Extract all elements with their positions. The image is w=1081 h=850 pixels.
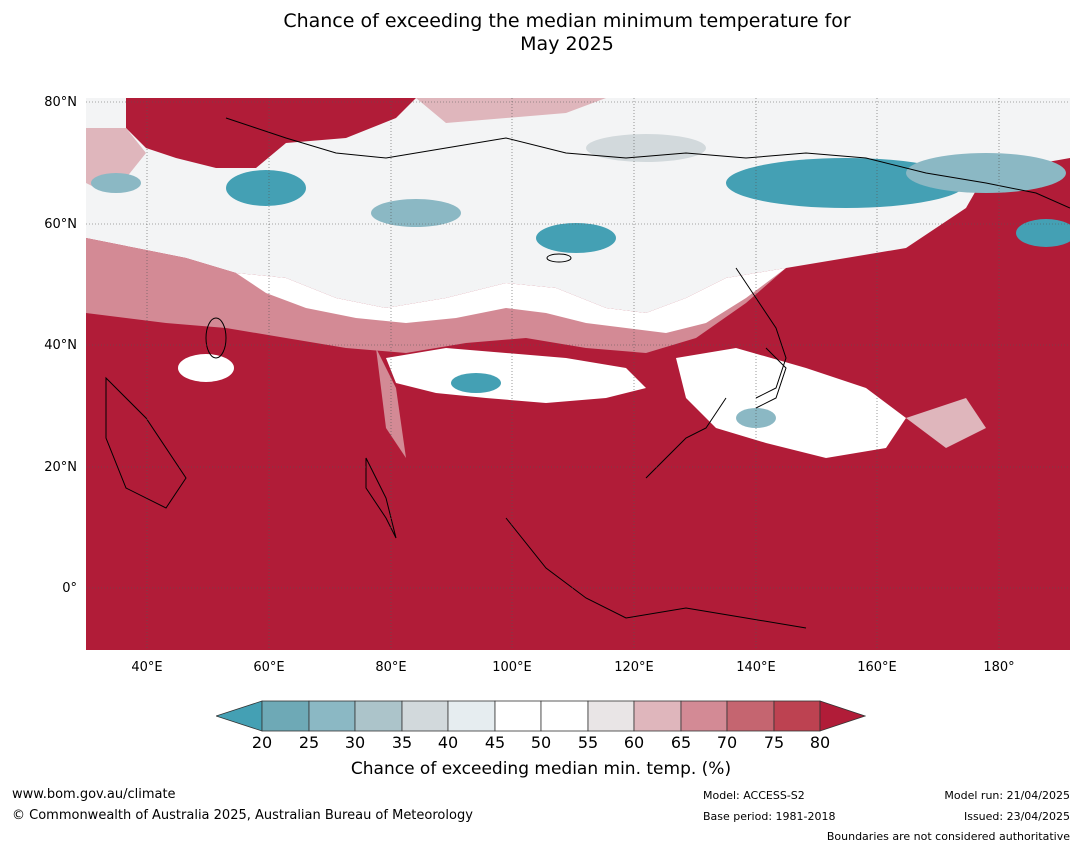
- colorbar-high-arrow: [819, 700, 866, 732]
- base-period-text: Base period: 1981-2018: [703, 810, 836, 823]
- lon-label-100e: 100°E: [492, 660, 532, 675]
- teal-patch-pacific: [736, 408, 776, 428]
- india-pink-strip: [376, 348, 406, 458]
- colorbar-tick-25: 25: [298, 733, 320, 752]
- central-asia-neutral: [236, 268, 786, 333]
- lake-baikal: [546, 253, 572, 263]
- teal-patch-tibet: [451, 373, 501, 393]
- colorbar-bin-70-75: [726, 700, 775, 732]
- coastlines: [105, 117, 1070, 629]
- model-text: Model: ACCESS-S2: [703, 789, 805, 802]
- colorbar-tick-80: 80: [809, 733, 831, 752]
- pacific-pink-patch: [906, 398, 986, 448]
- teal-patch-bering: [1016, 219, 1070, 247]
- colorbar-tick-55: 55: [577, 733, 599, 752]
- issued-text: Issued: 23/04/2025: [963, 810, 1070, 823]
- japan-coast: [755, 347, 787, 409]
- colorbar-tick-65: 65: [670, 733, 692, 752]
- colorbar: [216, 700, 866, 732]
- europe-pink-1: [86, 128, 146, 188]
- colorbar-bin-50-55: [540, 700, 589, 732]
- colorbar-bin-75-80: [773, 700, 821, 732]
- map-title: Chance of exceeding the median minimum t…: [0, 10, 1081, 56]
- arabia-coast: [105, 376, 187, 509]
- colorbar-bin-55-60: [587, 700, 635, 732]
- copyright-text: © Commonwealth of Australia 2025, Austra…: [12, 808, 473, 823]
- lat-label-80n: 80°N: [44, 95, 77, 110]
- colorbar-bin-60-65: [633, 700, 682, 732]
- colorbar-tick-60: 60: [623, 733, 645, 752]
- lon-label-180: 180°: [983, 660, 1015, 675]
- lon-label-120e: 120°E: [614, 660, 654, 675]
- lon-label-140e: 140°E: [736, 660, 776, 675]
- grey-patch-taimyr: [586, 134, 706, 162]
- teal-patch-east-siberia: [726, 158, 966, 208]
- colorbar-tick-40: 40: [437, 733, 459, 752]
- teal-patch-scandinavia: [91, 173, 141, 193]
- colorbar-low-arrow: [216, 700, 263, 732]
- colorbar-bin-40-45: [447, 700, 496, 732]
- colorbar-tick-20: 20: [251, 733, 273, 752]
- indonesia-coast: [505, 517, 807, 629]
- forecast-map-canvas: [86, 98, 1070, 650]
- map-title-line-2: May 2025: [520, 33, 614, 55]
- east-asia-coast: [735, 267, 787, 399]
- lat-label-20n: 20°N: [44, 460, 77, 475]
- colorbar-bin-45-50: [494, 700, 542, 732]
- lon-label-60e: 60°E: [253, 660, 285, 675]
- colorbar-tick-45: 45: [484, 733, 506, 752]
- teal-patch-west-siberia: [226, 170, 306, 206]
- colorbar-tick-30: 30: [344, 733, 366, 752]
- tibet-neutral: [386, 348, 646, 403]
- colorbar-tick-70: 70: [716, 733, 738, 752]
- map-title-line-1: Chance of exceeding the median minimum t…: [283, 10, 851, 32]
- lon-label-80e: 80°E: [375, 660, 407, 675]
- north-pacific-neutral: [676, 348, 906, 458]
- arctic-coastline: [225, 117, 1070, 209]
- teal-patch-baikal: [536, 223, 616, 253]
- teal-patch-kamchatka: [906, 153, 1066, 193]
- caspian-neutral: [178, 354, 234, 382]
- colorbar-bin-25-30: [308, 700, 356, 732]
- caspian-sea: [205, 317, 227, 359]
- china-coast: [645, 397, 727, 479]
- colorbar-bin-35-40: [401, 700, 449, 732]
- teal-patch-siberia-1: [371, 199, 461, 227]
- forecast-map: [86, 98, 1070, 650]
- colorbar-bin-30-35: [354, 700, 403, 732]
- colorbar-tick-35: 35: [391, 733, 413, 752]
- disclaimer-text: Boundaries are not considered authoritat…: [826, 830, 1070, 843]
- colorbar-tick-50: 50: [530, 733, 552, 752]
- model-run-text: Model run: 21/04/2025: [944, 789, 1070, 802]
- arctic-pink: [416, 98, 606, 123]
- lat-label-60n: 60°N: [44, 217, 77, 232]
- colorbar-label: Chance of exceeding median min. temp. (%…: [350, 759, 732, 779]
- colorbar-tick-75: 75: [763, 733, 785, 752]
- lat-label-40n: 40°N: [44, 338, 77, 353]
- lon-label-160e: 160°E: [857, 660, 897, 675]
- colorbar-bin-65-70: [680, 700, 728, 732]
- lat-label-0: 0°: [62, 581, 77, 596]
- lon-label-40e: 40°E: [131, 660, 163, 675]
- map-gridlines: [86, 98, 1070, 650]
- website-link[interactable]: www.bom.gov.au/climate: [12, 787, 176, 802]
- colorbar-bin-20-25: [261, 700, 310, 732]
